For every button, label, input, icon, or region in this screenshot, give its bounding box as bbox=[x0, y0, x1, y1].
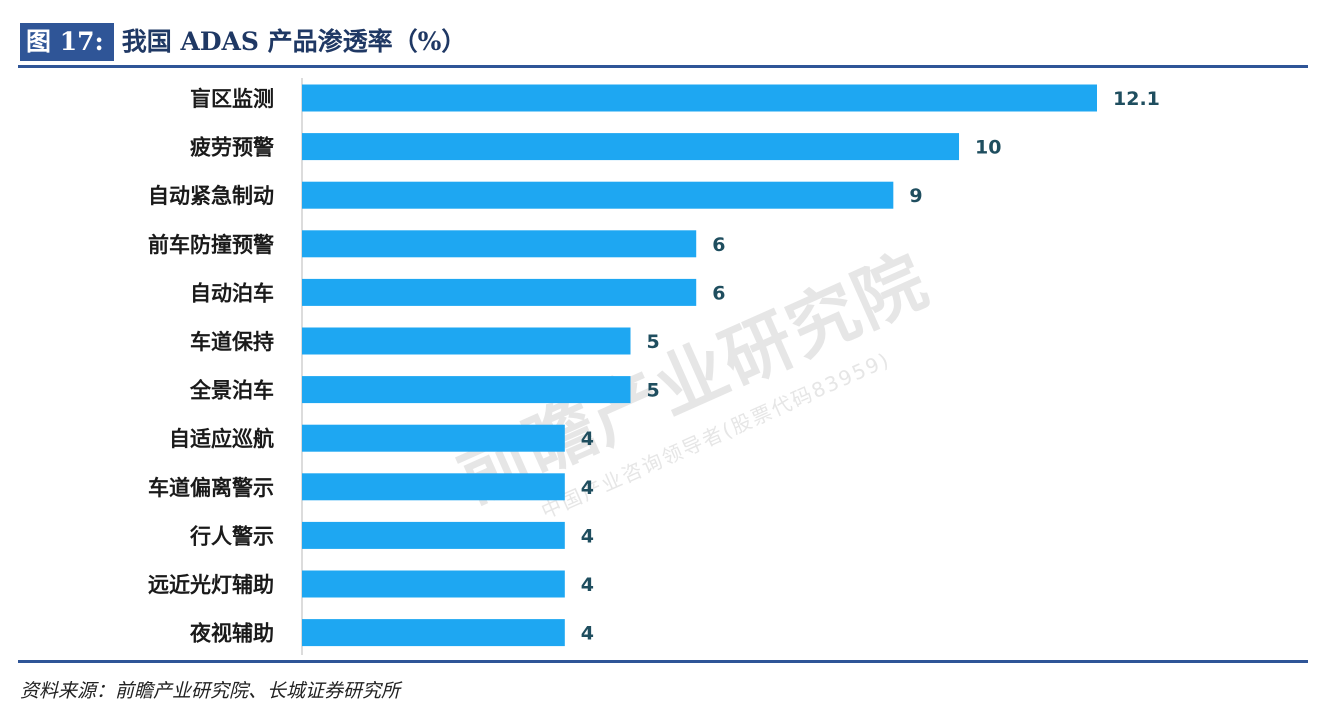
figure-header: 图 17: 我国 ADAS 产品渗透率（%） bbox=[20, 22, 466, 62]
bar bbox=[302, 376, 631, 404]
value-label: 4 bbox=[581, 525, 594, 547]
bar bbox=[302, 327, 631, 355]
figure-title: 我国 ADAS 产品渗透率（%） bbox=[121, 27, 467, 56]
bar bbox=[302, 424, 565, 452]
bar bbox=[302, 278, 697, 306]
category-label: 前车防撞预警 bbox=[148, 233, 274, 257]
category-label: 行人警示 bbox=[189, 524, 274, 548]
value-label: 6 bbox=[712, 282, 725, 304]
bar bbox=[302, 521, 565, 549]
bottom-rule bbox=[18, 660, 1308, 663]
value-label: 10 bbox=[975, 137, 1001, 159]
value-label: 9 bbox=[909, 185, 922, 207]
value-label: 5 bbox=[647, 331, 660, 353]
top-rule bbox=[18, 65, 1308, 68]
figure-number: 图 17: bbox=[20, 23, 114, 61]
category-label: 全景泊车 bbox=[189, 379, 274, 403]
bar bbox=[302, 570, 565, 598]
bar bbox=[302, 133, 960, 161]
bar bbox=[302, 181, 894, 209]
value-label: 4 bbox=[581, 428, 594, 450]
value-label: 5 bbox=[647, 380, 660, 402]
bar bbox=[302, 473, 565, 501]
value-label: 4 bbox=[581, 623, 594, 645]
value-label: 4 bbox=[581, 477, 594, 499]
bar bbox=[302, 619, 565, 647]
category-label: 自动紧急制动 bbox=[148, 184, 274, 208]
category-label: 车道偏离警示 bbox=[148, 476, 274, 500]
bars-group: 盲区监测 12.1 疲劳预警 10 自动紧急制动 9 前车防撞预警 6 自动泊车 6 车道保持 5 全景… bbox=[148, 84, 1160, 647]
value-label: 12.1 bbox=[1113, 88, 1160, 110]
category-label: 夜视辅助 bbox=[189, 622, 274, 646]
value-label: 4 bbox=[581, 574, 594, 596]
source-note: 资料来源：前瞻产业研究院、长城证券研究所 bbox=[20, 680, 401, 702]
category-label: 车道保持 bbox=[190, 330, 274, 354]
bar bbox=[302, 84, 1097, 112]
value-label: 6 bbox=[712, 234, 725, 256]
category-label: 远近光灯辅助 bbox=[148, 573, 274, 597]
category-label: 自适应巡航 bbox=[169, 427, 274, 451]
category-label: 自动泊车 bbox=[190, 281, 274, 305]
category-label: 疲劳预警 bbox=[190, 136, 274, 160]
category-label: 盲区监测 bbox=[190, 87, 274, 111]
bar bbox=[302, 230, 697, 258]
